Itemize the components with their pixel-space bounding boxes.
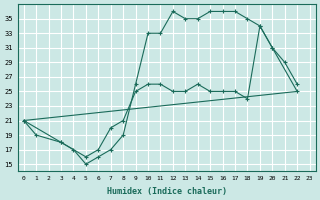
X-axis label: Humidex (Indice chaleur): Humidex (Indice chaleur) (107, 187, 227, 196)
